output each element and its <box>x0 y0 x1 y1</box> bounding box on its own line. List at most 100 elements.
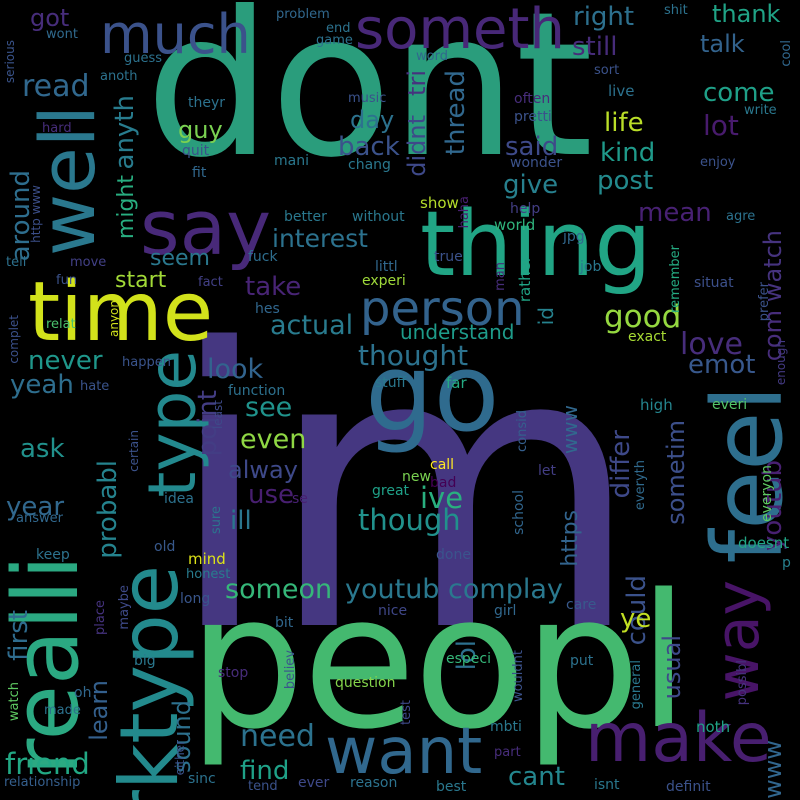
cloud-word-https: https <box>558 510 583 567</box>
cloud-word-even: even <box>240 424 307 455</box>
cloud-word-honest: honest <box>186 567 231 582</box>
cloud-word-oh: oh <box>74 685 92 701</box>
cloud-word-life: life <box>604 108 644 138</box>
cloud-word-ive: ive <box>420 481 464 515</box>
cloud-word-world: world <box>494 216 536 234</box>
cloud-word-man: man <box>493 262 508 291</box>
cloud-word-serious: serious <box>3 40 17 84</box>
cloud-word-pretti: pretti <box>514 109 552 125</box>
cloud-word-believ: believ <box>283 650 298 690</box>
cloud-word-without: without <box>352 209 405 225</box>
cloud-word-far: far <box>446 374 467 392</box>
cloud-word-sometim: sometim <box>662 420 690 525</box>
cloud-word-emot: emot <box>688 350 756 380</box>
cloud-word-function: function <box>228 383 286 399</box>
cloud-word-never: never <box>28 346 103 376</box>
cloud-word-least: least <box>211 400 225 430</box>
cloud-word-anyth: anyth <box>110 95 140 170</box>
cloud-word-might: might <box>114 175 139 240</box>
cloud-word-done: done <box>436 547 471 563</box>
cloud-word-hard: hard <box>42 121 72 136</box>
cloud-word-mbti: mbti <box>490 719 522 735</box>
cloud-word-realli: realli <box>0 555 99 776</box>
cloud-word-said: said <box>505 132 559 162</box>
cloud-word-mani: mani <box>274 153 309 169</box>
cloud-word-someth: someth <box>355 0 565 62</box>
cloud-word-enough: enough <box>774 340 788 386</box>
cloud-word-time: time <box>28 265 214 360</box>
cloud-word-made: made <box>44 703 81 718</box>
cloud-word-stuff: stuff <box>375 375 407 391</box>
cloud-word-sort: sort <box>594 63 620 78</box>
cloud-word-see: see <box>245 392 293 423</box>
cloud-word-mind: mind <box>188 550 226 568</box>
cloud-word-school: school <box>511 490 527 535</box>
cloud-word-lot: lot <box>703 109 739 142</box>
cloud-word-say: say <box>140 183 272 272</box>
cloud-word-read: read <box>22 69 90 104</box>
cloud-word-experi: experi <box>362 273 406 289</box>
cloud-word-keep: keep <box>36 547 70 563</box>
cloud-word-move: move <box>70 255 107 270</box>
cloud-word-come: come <box>703 78 775 108</box>
cloud-word-need: need <box>240 719 315 754</box>
cloud-word-long: long <box>180 591 211 607</box>
cloud-word-thought: thought <box>358 339 469 372</box>
cloud-word-back: back <box>338 132 400 162</box>
cloud-word-sinc: sinc <box>188 771 216 787</box>
cloud-word-possibl: possibl <box>735 660 750 706</box>
cloud-word-wouldnt: wouldnt <box>511 650 526 703</box>
cloud-word-watch-2: watch <box>7 682 22 722</box>
cloud-word-true: true <box>434 249 463 265</box>
cloud-word-use: use <box>248 480 295 510</box>
cloud-word-understand: understand <box>400 320 515 344</box>
cloud-word-hate: hate <box>80 379 110 394</box>
cloud-word-someon: someon <box>225 574 333 605</box>
cloud-word-cant: cant <box>508 762 565 792</box>
cloud-word-game: game <box>316 33 353 48</box>
cloud-word-part: part <box>494 745 521 760</box>
cloud-word-doesnt: doesnt <box>738 534 790 552</box>
cloud-word-post: post <box>597 166 654 196</box>
cloud-word-enjoy: enjoy <box>700 155 736 170</box>
cloud-word-question: question <box>335 675 396 691</box>
cloud-word-im: im <box>166 268 642 716</box>
cloud-word-girl: girl <box>494 603 517 619</box>
cloud-word-thank: thank <box>712 0 781 28</box>
cloud-word-fact: fact <box>198 275 223 290</box>
cloud-word-reason: reason <box>350 775 398 791</box>
cloud-word-nice: nice <box>378 603 408 619</box>
cloud-word-certain: certain <box>127 430 141 472</box>
cloud-word-everi: everi <box>712 397 748 413</box>
cloud-word-friend: friend <box>5 747 90 781</box>
cloud-word-haha: haha <box>457 196 472 229</box>
cloud-word-though: though <box>358 503 461 537</box>
cloud-word-agre: agre <box>726 209 756 224</box>
cloud-word-complet: complet <box>7 315 21 364</box>
cloud-word-alway: alway <box>228 456 298 484</box>
cloud-word-relationship: relationship <box>4 775 81 790</box>
cloud-word-tri: tri <box>403 70 431 96</box>
cloud-word-isnt: isnt <box>594 777 620 793</box>
cloud-word-big: big <box>134 653 156 669</box>
cloud-word-exact: exact <box>628 329 667 345</box>
cloud-word-tend: tend <box>248 779 278 794</box>
cloud-word-interest: interest <box>272 224 368 253</box>
cloud-word-sure: sure <box>209 506 224 535</box>
cloud-word-seem: seem <box>150 246 210 271</box>
cloud-word-bad: bad <box>430 475 457 491</box>
cloud-word-actual: actual <box>270 310 354 341</box>
cloud-word-take: take <box>245 272 302 302</box>
cloud-word-got: got <box>30 4 70 32</box>
cloud-word-probabl: probabl <box>93 460 123 559</box>
cloud-word-either: either <box>173 740 187 776</box>
cloud-word-maybe: maybe <box>117 585 132 630</box>
cloud-word-littl: littl <box>375 259 398 275</box>
cloud-word-best: best <box>436 779 467 795</box>
cloud-word-high: high <box>640 396 673 414</box>
cloud-word-make: make <box>585 699 772 778</box>
cloud-word-guess: guess <box>124 51 163 66</box>
cloud-word-thing: thing <box>420 192 652 297</box>
cloud-word-relat: relat <box>46 317 76 332</box>
cloud-word-great: great <box>372 483 410 499</box>
